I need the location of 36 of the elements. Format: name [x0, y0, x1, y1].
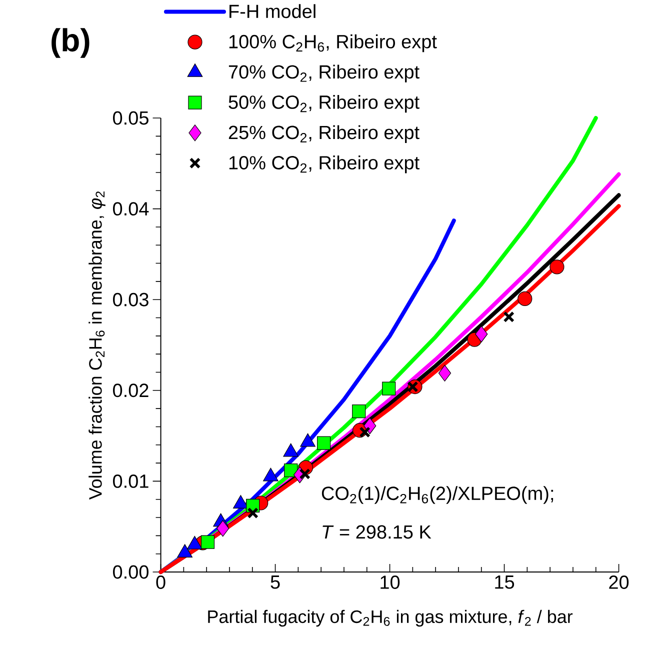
x-tick-label: 5 [270, 576, 280, 589]
point [201, 535, 215, 549]
annotation: T = 298.15 K [322, 525, 432, 539]
y-tick-label: 0.03 [113, 292, 149, 306]
point [382, 382, 396, 396]
point [352, 404, 366, 418]
point [503, 311, 515, 322]
point [247, 507, 259, 519]
y-tick-label: 0.05 [113, 111, 149, 125]
text: (b) [52, 28, 90, 58]
point [438, 364, 452, 382]
point [475, 326, 488, 342]
point [216, 520, 230, 537]
legend-label: F-H model [230, 4, 316, 18]
y-tick-label: 0.00 [113, 565, 149, 579]
x-axis-title: Partial fugacity of C$_{2}$H$_{6}$ in gas mixture, f$_{2}$ / bar [208, 610, 573, 627]
legend-label: 25% CO$_{2}$, Ribeiro expt [229, 125, 420, 143]
point [364, 418, 376, 434]
annotation: CO$_{2}$(1)/C$_{2}$H$_{6}$(2)/XLPEO(m); [322, 486, 554, 504]
x-tick-label: 20 [609, 576, 629, 589]
x-tick-label: 10 [380, 576, 400, 589]
x-tick-label: 0 [156, 576, 166, 589]
legend-label: 100% C$_{2}$H$_{6}$, Ribeiro expt [230, 34, 437, 52]
y-tick-label: 0.04 [113, 202, 149, 216]
legend-label: 50% CO$_{2}$, Ribeiro expt [228, 94, 420, 113]
y-axis-title: Volume fraction C$_{2}$H$_{6}$ in membrane, φ$_{2}$ [88, 191, 106, 500]
point [518, 291, 532, 306]
point [299, 468, 311, 480]
legend-label: 10% CO$_{2}$, Ribeiro expt [230, 156, 420, 174]
point [550, 260, 564, 274]
point [359, 426, 371, 438]
point [317, 436, 331, 450]
x-tick-label: 15 [495, 576, 514, 589]
y-tick-label: 0.01 [113, 474, 148, 488]
legend-label: 70% CO$_{2}$, Ribeiro expt [229, 64, 420, 82]
y-tick-label: 0.02 [113, 384, 148, 398]
